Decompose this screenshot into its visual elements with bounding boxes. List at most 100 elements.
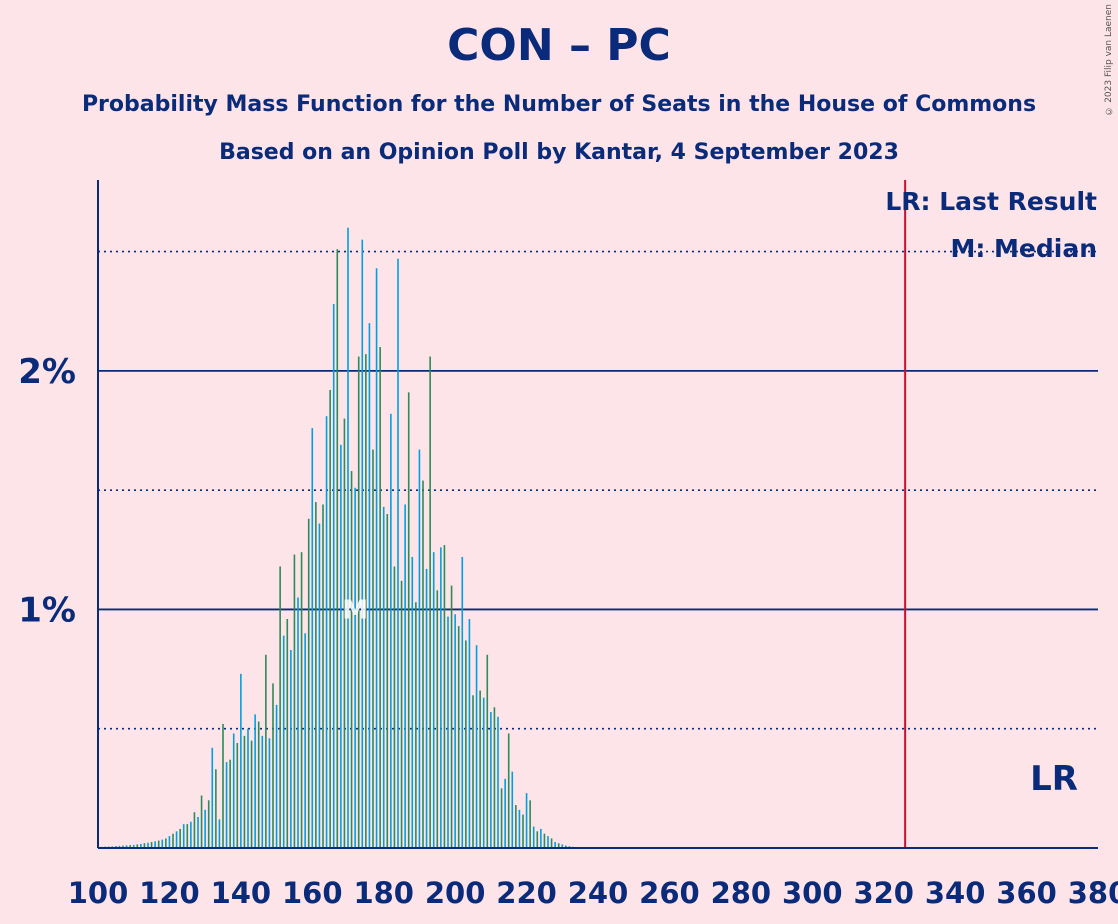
bar-seat-230 bbox=[561, 844, 564, 848]
x-tick-label: 360 bbox=[996, 876, 1057, 910]
bar-seat-190 bbox=[418, 449, 421, 848]
bar-seat-175 bbox=[365, 354, 367, 848]
bar-seat-187 bbox=[407, 392, 410, 848]
bar-seat-203 bbox=[465, 640, 467, 848]
bar-seat-218 bbox=[518, 809, 521, 848]
bar-seat-148 bbox=[268, 738, 271, 848]
bar-seat-132 bbox=[211, 747, 214, 848]
bar-seat-153 bbox=[286, 618, 289, 848]
bar-seat-170 bbox=[347, 227, 349, 848]
bar-seat-209 bbox=[486, 654, 489, 848]
x-tick-label: 220 bbox=[496, 876, 557, 910]
bar-seat-110 bbox=[132, 844, 135, 848]
bar-seat-118 bbox=[161, 839, 164, 848]
bar-seat-199 bbox=[450, 585, 453, 848]
x-tick-label: 320 bbox=[853, 876, 914, 910]
x-tick-label: 240 bbox=[568, 876, 629, 910]
bar-seat-171 bbox=[350, 471, 353, 848]
bar-seat-123 bbox=[179, 828, 181, 848]
bar-seat-158 bbox=[304, 633, 306, 848]
bar-seat-161 bbox=[315, 502, 317, 848]
bar-seat-145 bbox=[257, 721, 260, 848]
bar-seat-219 bbox=[522, 814, 524, 848]
bar-seat-127 bbox=[193, 812, 196, 848]
bar-seat-227 bbox=[550, 838, 553, 848]
bar-seat-214 bbox=[504, 778, 506, 848]
bar-seat-130 bbox=[204, 809, 206, 848]
bar-seat-106 bbox=[118, 845, 121, 848]
bar-seat-128 bbox=[197, 816, 199, 848]
bar-seat-166 bbox=[332, 304, 335, 848]
bar-seat-119 bbox=[165, 838, 167, 848]
bar-seat-160 bbox=[311, 428, 314, 848]
bar-seat-200 bbox=[454, 614, 456, 848]
bar-seat-225 bbox=[543, 833, 546, 848]
bar-seat-204 bbox=[468, 618, 471, 848]
bar-seat-217 bbox=[515, 805, 517, 848]
bar-seat-191 bbox=[422, 480, 424, 848]
bar-seat-154 bbox=[290, 649, 292, 848]
bar-seat-193 bbox=[429, 356, 431, 848]
bar-seat-194 bbox=[432, 552, 435, 848]
bar-seat-197 bbox=[443, 545, 446, 848]
bar-seat-215 bbox=[507, 733, 510, 848]
bar-seat-222 bbox=[532, 826, 535, 848]
x-tick-label: 200 bbox=[425, 876, 486, 910]
bar-seat-188 bbox=[411, 556, 414, 848]
bar-seat-107 bbox=[122, 845, 124, 848]
x-tick-label: 300 bbox=[782, 876, 843, 910]
bar-seat-122 bbox=[175, 831, 178, 848]
bar-seat-167 bbox=[336, 249, 339, 848]
bar-seat-147 bbox=[265, 654, 267, 848]
bar-seat-174 bbox=[361, 239, 364, 849]
bar-seat-117 bbox=[157, 840, 160, 848]
bar-seat-111 bbox=[136, 844, 139, 848]
bar-seat-205 bbox=[472, 695, 474, 848]
bar-seat-113 bbox=[143, 843, 146, 848]
bar-seat-169 bbox=[343, 418, 346, 848]
bar-seat-134 bbox=[218, 819, 221, 848]
x-tick-label: 280 bbox=[711, 876, 772, 910]
bar-seat-206 bbox=[475, 645, 478, 848]
bar-seat-159 bbox=[307, 518, 310, 848]
x-tick-label: 160 bbox=[282, 876, 343, 910]
bar-seat-192 bbox=[425, 568, 428, 848]
bar-seat-165 bbox=[329, 389, 331, 848]
bar-seat-207 bbox=[479, 690, 481, 848]
bar-seat-181 bbox=[386, 514, 389, 848]
bar-seat-155 bbox=[293, 554, 296, 848]
bar-seat-177 bbox=[372, 449, 374, 848]
chart-title: CON – PC bbox=[447, 20, 671, 71]
bar-seat-163 bbox=[322, 504, 324, 848]
y-tick-label: 1% bbox=[18, 590, 76, 630]
chart-source: Based on an Opinion Poll by Kantar, 4 Se… bbox=[219, 140, 899, 165]
bar-seat-202 bbox=[461, 556, 464, 848]
bar-seat-156 bbox=[297, 597, 299, 848]
bar-seat-162 bbox=[318, 523, 321, 848]
legend-last-result: LR: Last Result bbox=[885, 187, 1097, 216]
bar-seat-168 bbox=[340, 444, 342, 848]
bar-seat-211 bbox=[493, 707, 496, 848]
bar-seat-212 bbox=[497, 716, 499, 848]
x-tick-label: 340 bbox=[925, 876, 986, 910]
bar-seat-164 bbox=[325, 416, 328, 848]
bar-seat-131 bbox=[207, 800, 210, 848]
bar-seat-185 bbox=[400, 580, 403, 848]
legend-median: M: Median bbox=[950, 234, 1097, 263]
x-tick-label: 260 bbox=[639, 876, 700, 910]
bar-seat-221 bbox=[529, 800, 531, 848]
bar-seat-180 bbox=[382, 506, 385, 848]
bar-seat-231 bbox=[565, 845, 567, 848]
bar-seat-183 bbox=[393, 566, 396, 848]
bar-seat-173 bbox=[357, 356, 360, 848]
bar-seat-135 bbox=[222, 723, 224, 848]
bar-seat-108 bbox=[125, 845, 128, 848]
bar-seat-152 bbox=[282, 635, 285, 848]
bar-seat-201 bbox=[457, 626, 460, 848]
bar-seat-213 bbox=[500, 788, 503, 848]
median-label: M bbox=[342, 595, 368, 625]
bar-seat-195 bbox=[436, 590, 439, 848]
bar-seat-220 bbox=[525, 793, 528, 848]
bar-seat-216 bbox=[511, 771, 514, 848]
